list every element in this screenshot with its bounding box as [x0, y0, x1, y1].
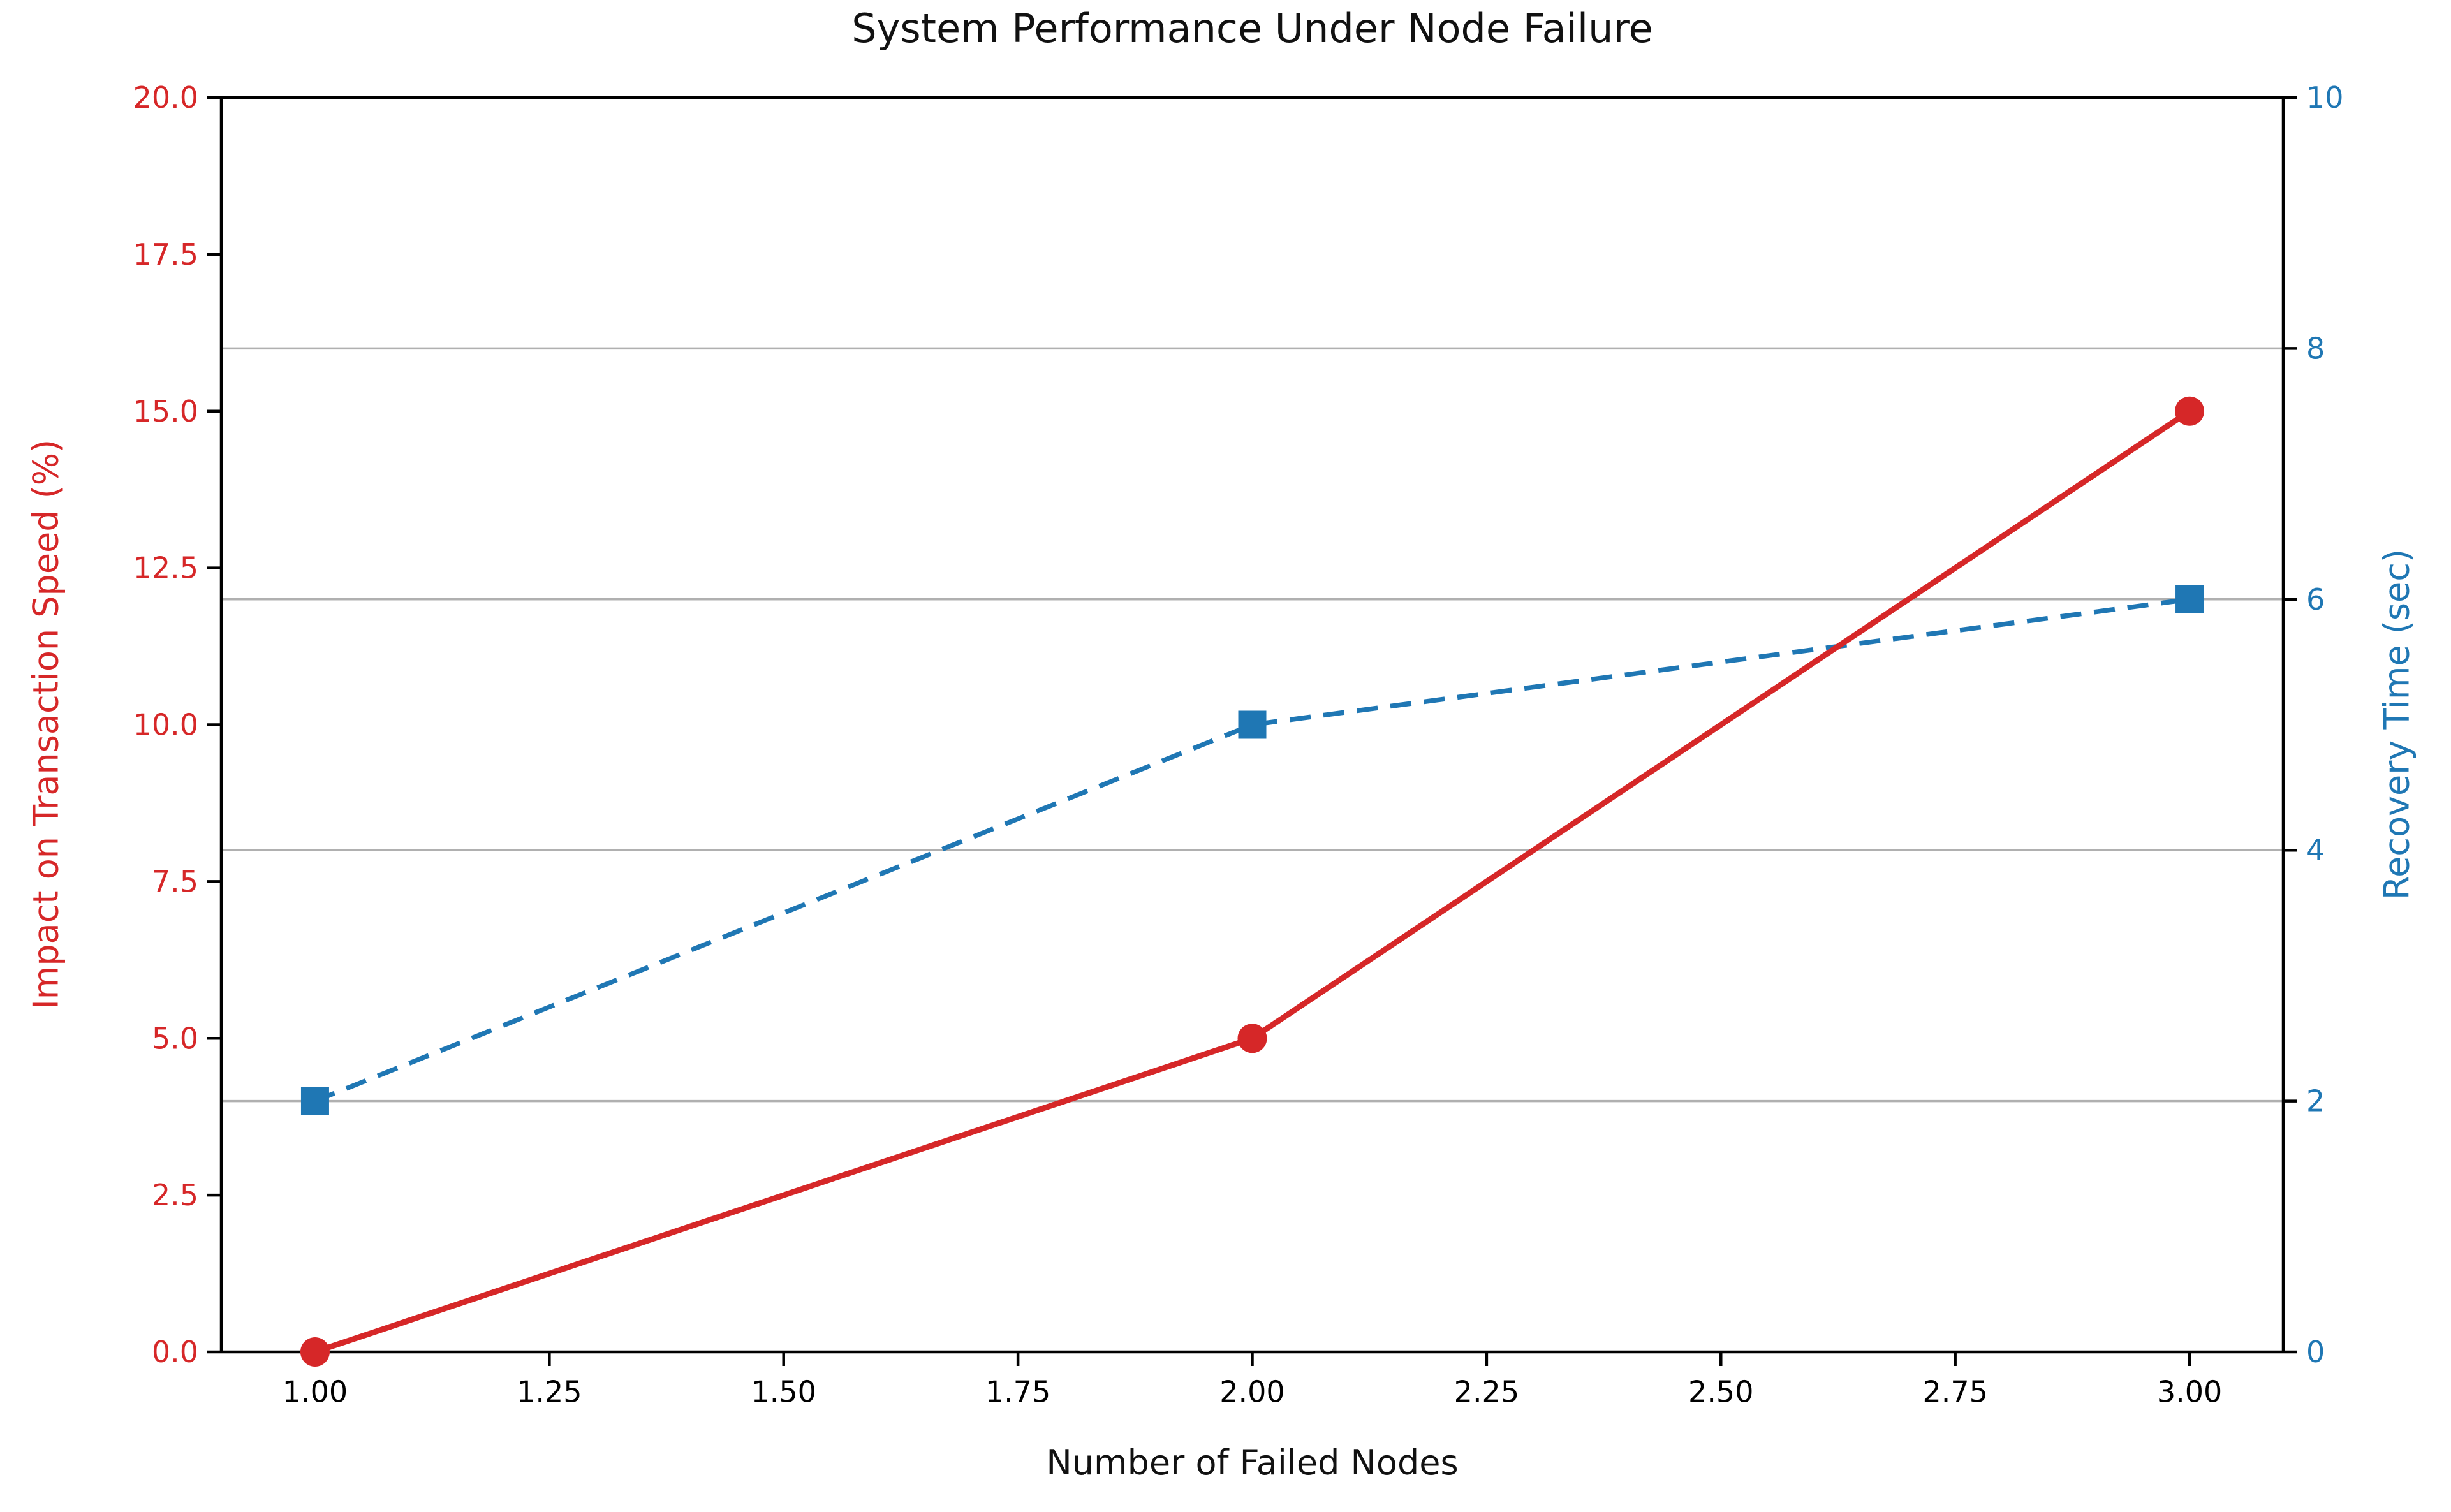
impact-speed-marker: [1237, 1024, 1267, 1053]
recovery-time-marker: [300, 1087, 329, 1115]
left-y-tick-label: 10.0: [133, 708, 198, 742]
x-tick-label: 2.50: [1688, 1374, 1753, 1409]
right-y-tick-label: 6: [2306, 582, 2325, 617]
left-y-tick-label: 12.5: [133, 551, 198, 585]
x-tick-label: 3.00: [2157, 1374, 2222, 1409]
left-y-tick-label: 2.5: [152, 1178, 198, 1212]
x-tick-label: 1.75: [985, 1374, 1050, 1409]
impact-speed-series: [300, 396, 2205, 1367]
left-y-tick-label: 17.5: [133, 237, 198, 272]
x-tick-label: 2.75: [1922, 1374, 1987, 1409]
recovery-time-marker: [1238, 710, 1267, 739]
right-y-tick-label: 2: [2306, 1084, 2325, 1119]
recovery-time-line: [314, 597, 2190, 1104]
impact-speed-marker: [2175, 396, 2205, 426]
x-tick-label: 1.25: [517, 1374, 582, 1409]
gridlines-layer: [221, 347, 2283, 1103]
x-tick-label: 1.50: [751, 1374, 816, 1409]
left-y-tick-label: 0.0: [152, 1335, 198, 1369]
recovery-time-marker: [2175, 585, 2204, 613]
left-y-tick-label: 20.0: [133, 80, 198, 115]
right-y-tick-label: 8: [2306, 331, 2325, 365]
chart-title: System Performance Under Node Failure: [851, 5, 1653, 52]
x-tick-label: 1.00: [283, 1374, 348, 1409]
x-axis-label: Number of Failed Nodes: [1046, 1442, 1459, 1483]
series-layer: [300, 396, 2205, 1367]
left-y-axis-label: Impact on Transaction Speed (%): [26, 439, 66, 1010]
right-y-tick-label: 4: [2306, 833, 2325, 867]
impact-speed-line: [314, 409, 2191, 1355]
x-tick-label: 2.25: [1454, 1374, 1519, 1409]
axes-layer: 1.00 1.25 1.50 1.75 2.00 2.25 2.50 2.75 3.000.02…: [133, 80, 2344, 1409]
left-y-tick-label: 5.0: [152, 1021, 198, 1055]
recovery-time-series: [300, 585, 2204, 1115]
impact-speed-marker: [300, 1337, 330, 1367]
right-y-tick-label: 10: [2306, 80, 2344, 115]
left-y-tick-label: 7.5: [152, 864, 198, 899]
left-y-tick-label: 15.0: [133, 394, 198, 429]
right-y-tick-label: 0: [2306, 1335, 2325, 1369]
x-tick-label: 2.00: [1219, 1374, 1284, 1409]
right-y-axis-label: Recovery Time (sec): [2376, 548, 2417, 900]
